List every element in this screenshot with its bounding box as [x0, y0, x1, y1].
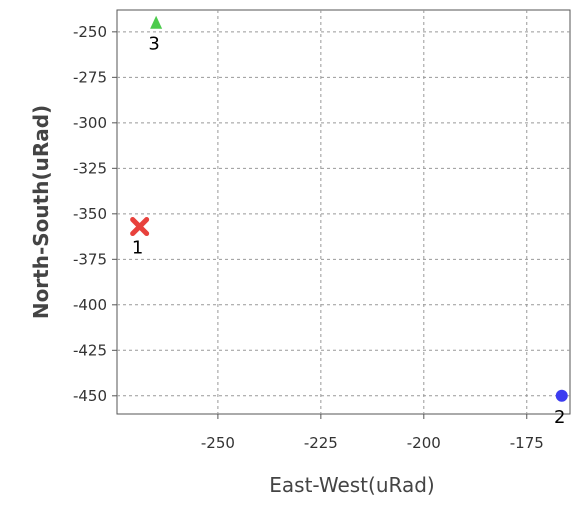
x-tick-label: -250	[201, 434, 235, 452]
x-tick-label: -225	[304, 434, 338, 452]
point-label: 3	[148, 34, 159, 55]
point-label: 2	[554, 407, 565, 428]
grid-lines	[117, 10, 570, 414]
x-axis-label: East-West(uRad)	[269, 473, 434, 497]
y-tick-label: -250	[73, 23, 107, 41]
axis-ticks: -250 -225 -200 -175 -250 -275 -300 -325 -350 -375…	[73, 23, 544, 452]
plot-area	[116, 9, 571, 415]
x-marker	[130, 217, 150, 237]
data-points: 1 2 3	[130, 15, 568, 428]
triangle-marker	[150, 15, 163, 29]
y-tick-label: -450	[73, 387, 107, 405]
y-tick-label: -375	[73, 250, 107, 268]
point-label: 1	[132, 238, 143, 259]
circle-marker	[555, 389, 568, 402]
x-tick-label: -200	[407, 434, 441, 452]
y-tick-label: -300	[73, 114, 107, 132]
data-point-2: 2	[554, 389, 568, 428]
data-point-3: 3	[148, 15, 163, 55]
y-tick-label: -325	[73, 159, 107, 177]
y-tick-label: -400	[73, 296, 107, 314]
y-axis-label: North-South(uRad)	[29, 105, 53, 319]
x-tick-label: -175	[510, 434, 544, 452]
y-tick-label: -350	[73, 205, 107, 223]
data-point-1: 1	[130, 217, 150, 259]
y-tick-label: -275	[73, 68, 107, 86]
y-tick-label: -425	[73, 341, 107, 359]
